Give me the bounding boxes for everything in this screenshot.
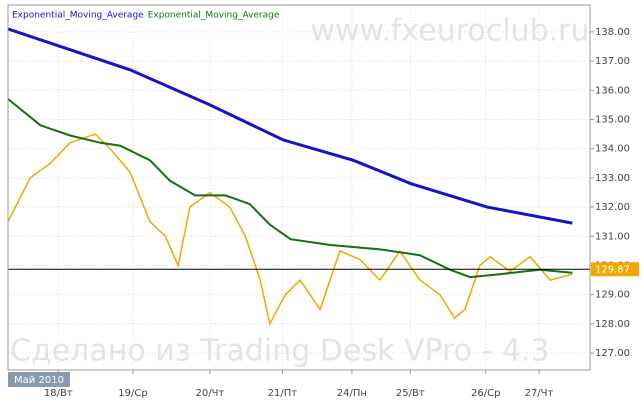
grid bbox=[8, 5, 590, 370]
legend: Exponential_Moving_Average Exponential_Mo… bbox=[12, 11, 280, 21]
y-tick-label: 128.00 bbox=[595, 319, 630, 330]
y-tick-label: 135.00 bbox=[595, 114, 630, 125]
footer-watermark: Сделано из Trading Desk VPro - 4.3 bbox=[10, 334, 550, 369]
plot-frame bbox=[7, 4, 591, 371]
x-tick-label: 19/Ср bbox=[118, 388, 147, 399]
y-tick-label: 134.00 bbox=[595, 144, 630, 155]
period-box bbox=[8, 372, 70, 387]
y-tick-label: 138.00 bbox=[595, 27, 630, 38]
last-price-label: 129.87 bbox=[595, 264, 630, 275]
y-tick-label: 137.00 bbox=[595, 56, 630, 67]
legend-entry: Exponential_Moving_Average bbox=[148, 11, 280, 21]
x-tick-label: 25/Вт bbox=[396, 388, 425, 399]
watermark: www.fxeuroclub.ru bbox=[310, 14, 589, 49]
y-tick-label: 133.00 bbox=[595, 173, 630, 184]
series-line bbox=[8, 133, 573, 327]
series-line bbox=[8, 27, 573, 225]
x-tick-label: 18/Вт bbox=[44, 388, 73, 399]
y-tick-label: 127.00 bbox=[595, 348, 630, 359]
last-price-box bbox=[591, 262, 639, 277]
marks bbox=[8, 27, 590, 327]
x-tick-label: 26/Ср bbox=[471, 388, 500, 399]
y-tick-label: 136.00 bbox=[595, 85, 630, 96]
x-tick-label: 21/Пт bbox=[268, 388, 298, 399]
period-label: Май 2010 bbox=[14, 375, 64, 386]
y-tick-label: 131.00 bbox=[595, 231, 630, 242]
y-tick-label: 132.00 bbox=[595, 202, 630, 213]
x-tick-label: 27/Чт bbox=[525, 388, 554, 399]
legend-entry: Exponential_Moving_Average bbox=[12, 11, 144, 21]
x-tick-label: 20/Чт bbox=[195, 388, 224, 399]
series-line bbox=[8, 98, 573, 279]
x-tick-label: 24/Пн bbox=[337, 388, 367, 399]
axes: 127.00128.00129.00130.00131.00132.00133.… bbox=[44, 27, 639, 399]
y-tick-label: 129.00 bbox=[595, 290, 630, 301]
